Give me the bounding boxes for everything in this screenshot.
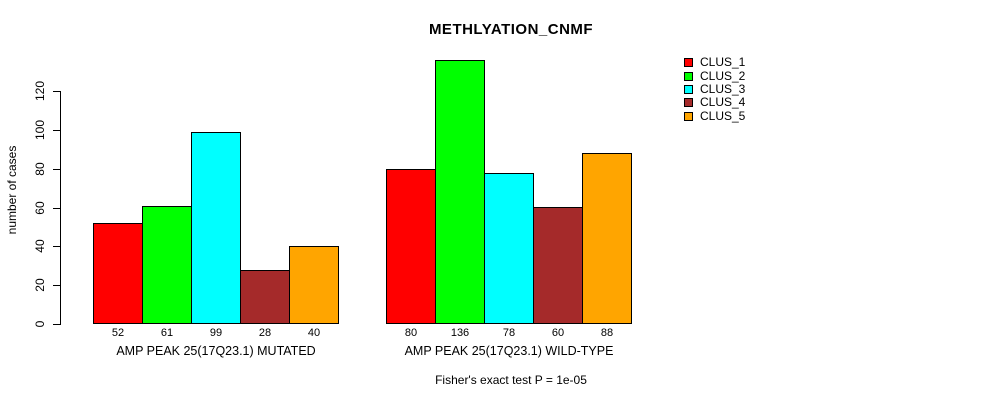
- legend-label: CLUS_1: [700, 55, 746, 70]
- y-axis-tick: [53, 246, 60, 248]
- bar-clus_1: [386, 169, 436, 324]
- bar-value-label: 40: [307, 327, 321, 339]
- y-axis-tick-label: 20: [33, 278, 47, 292]
- y-axis-line: [60, 91, 61, 325]
- bar-value-label: 60: [551, 327, 565, 339]
- legend-swatch-icon: [684, 71, 693, 81]
- bar-clus_2: [142, 206, 192, 324]
- legend-swatch-icon: [684, 84, 693, 94]
- legend-item-clus_1: CLUS_1: [684, 56, 745, 69]
- y-axis-tick-label: 0: [33, 320, 47, 328]
- legend-item-clus_3: CLUS_3: [684, 81, 746, 96]
- category-label: AMP PEAK 25(17Q23.1) MUTATED: [116, 344, 316, 358]
- fisher-test-annotation: Fisher's exact test P = 1e-05: [435, 373, 587, 387]
- legend-item-clus_4: CLUS_4: [684, 96, 745, 109]
- bar-clus_4: [533, 207, 583, 324]
- legend-swatch-icon: [684, 111, 693, 121]
- y-axis-tick: [53, 129, 60, 131]
- y-axis-tick-label: 80: [33, 161, 47, 176]
- bar-clus_5: [582, 153, 632, 324]
- y-axis-tick-label: 100: [33, 119, 47, 140]
- y-axis-tick-label: 40: [33, 239, 47, 254]
- bar-value-label: 61: [160, 327, 174, 339]
- bar-value-label: 52: [111, 327, 125, 339]
- legend-label: CLUS_2: [700, 68, 746, 83]
- legend: CLUS_1 CLUS_2 CLUS_3 CLUS_4 CLUS_5: [684, 56, 745, 123]
- y-axis-tick: [53, 91, 60, 92]
- bar-clus_2: [435, 60, 485, 324]
- bar-value-label: 99: [209, 327, 223, 339]
- bar-clus_4: [240, 270, 290, 324]
- bar-value-label: 28: [258, 327, 272, 339]
- legend-swatch-icon: [684, 58, 693, 68]
- bar-value-label: 78: [502, 327, 516, 339]
- bar-clus_3: [191, 132, 241, 324]
- chart-title: METHLYATION_CNMF: [428, 21, 594, 38]
- y-axis-tick: [53, 285, 60, 287]
- bar-clus_3: [484, 173, 534, 324]
- legend-item-clus_5: CLUS_5: [684, 108, 746, 123]
- bar-value-label: 136: [450, 327, 470, 339]
- y-axis-tick: [53, 207, 60, 209]
- y-axis-tick: [53, 168, 60, 170]
- legend-item-clus_2: CLUS_2: [684, 69, 745, 82]
- legend-label: CLUS_3: [700, 81, 746, 96]
- bar-value-label: 88: [600, 327, 614, 339]
- legend-swatch-icon: [684, 98, 693, 108]
- y-axis-tick: [53, 324, 60, 325]
- bar-clus_5: [289, 246, 339, 324]
- legend-label: CLUS_4: [700, 95, 746, 110]
- bar-clus_1: [93, 223, 143, 324]
- bar-value-label: 80: [404, 327, 418, 339]
- legend-label: CLUS_5: [700, 108, 746, 123]
- y-axis-tick-label: 60: [33, 200, 47, 215]
- category-label: AMP PEAK 25(17Q23.1) WILD-TYPE: [404, 344, 614, 358]
- y-axis-tick-label: 120: [33, 80, 47, 102]
